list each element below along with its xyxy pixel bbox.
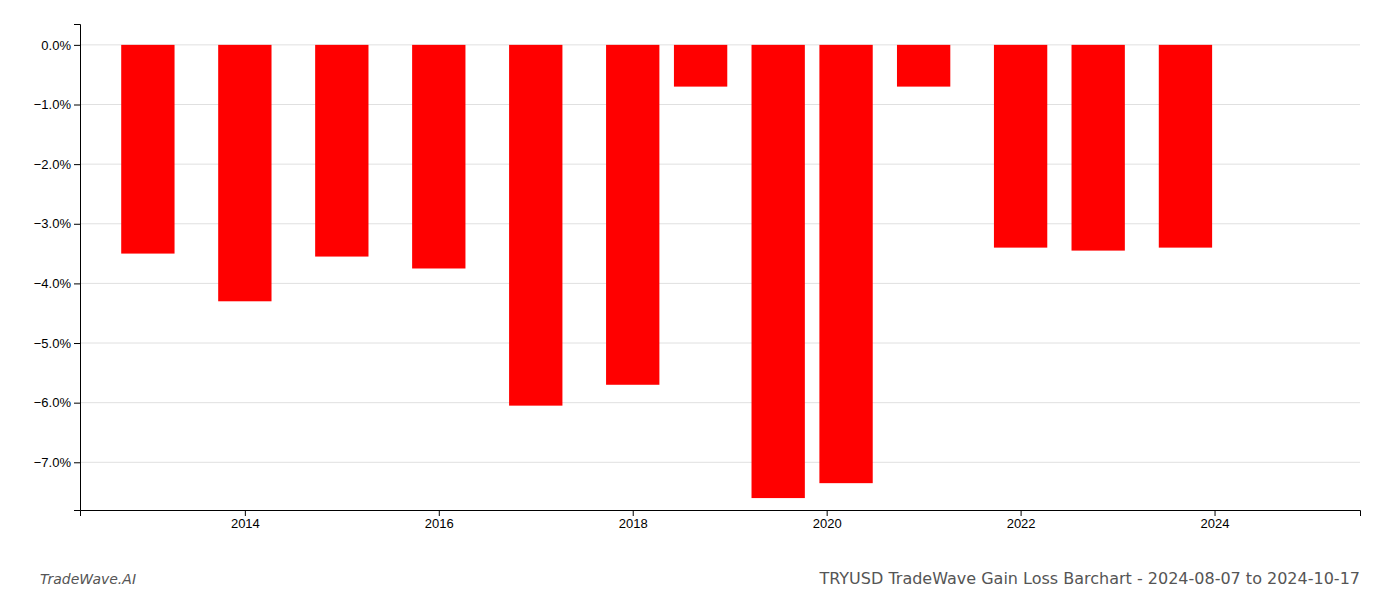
bar — [121, 45, 174, 254]
x-tick-mark — [245, 510, 246, 516]
x-tick-label: 2020 — [813, 516, 842, 531]
watermark: TradeWave.AI — [40, 571, 136, 587]
x-tick-label: 2014 — [231, 516, 260, 531]
y-axis: −7.0% −6.0% −5.0% −4.0% −3.0% −2.0% −1.0% 0.0% — [34, 25, 81, 511]
y-axis-line — [74, 25, 81, 511]
y-tick: −5.0% — [34, 336, 80, 351]
y-tick-label: 0.0% — [41, 38, 71, 53]
y-tick-mark — [74, 164, 80, 165]
grid-line — [80, 462, 1360, 463]
y-tick-label: −6.0% — [34, 395, 72, 410]
bar — [1159, 45, 1212, 248]
y-tick-mark — [74, 45, 80, 46]
x-tick: 2016 — [425, 510, 454, 531]
bar — [1072, 45, 1125, 251]
bar — [606, 45, 659, 385]
y-tick-label: −4.0% — [34, 276, 72, 291]
y-tick: −2.0% — [34, 157, 80, 172]
x-tick-label: 2016 — [425, 516, 454, 531]
x-tick-mark — [1215, 510, 1216, 516]
x-tick: 2022 — [1007, 510, 1036, 531]
y-tick: −1.0% — [34, 97, 80, 112]
grid-line — [80, 283, 1360, 284]
y-tick-mark — [74, 403, 80, 404]
y-tick: −3.0% — [34, 216, 80, 231]
x-tick: 2018 — [619, 510, 648, 531]
x-tick: 2024 — [1201, 510, 1230, 531]
x-tick-label: 2022 — [1007, 516, 1036, 531]
plot: −7.0% −6.0% −5.0% −4.0% −3.0% −2.0% −1.0% 0.0% 2… — [34, 25, 1361, 532]
title: TRYUSD TradeWave Gain Loss Barchart - 20… — [818, 569, 1360, 588]
y-tick-mark — [74, 462, 80, 463]
bar — [897, 45, 950, 87]
y-tick-label: −3.0% — [34, 216, 72, 231]
y-tick: −4.0% — [34, 276, 80, 291]
x-tick: 2014 — [231, 510, 260, 531]
y-tick-mark — [74, 283, 80, 284]
x-axis-line — [81, 511, 1361, 517]
x-tick-mark — [633, 510, 634, 516]
bar — [218, 45, 271, 301]
y-tick-label: −1.0% — [34, 97, 72, 112]
x-tick-label: 2018 — [619, 516, 648, 531]
y-tick-label: −7.0% — [34, 455, 72, 470]
bar — [315, 45, 368, 257]
x-tick-label: 2024 — [1201, 516, 1230, 531]
y-tick-label: −2.0% — [34, 157, 72, 172]
bar — [994, 45, 1047, 248]
bars — [121, 45, 1212, 498]
bar — [674, 45, 727, 87]
bar — [509, 45, 562, 406]
x-axis: 2014 2016 2018 2020 2022 2024 — [81, 510, 1361, 531]
y-tick-label: −5.0% — [34, 336, 72, 351]
bar — [412, 45, 465, 269]
grid-line — [80, 402, 1360, 403]
grid-line — [80, 343, 1360, 344]
y-tick-mark — [74, 105, 80, 106]
x-tick-mark — [1021, 510, 1022, 516]
y-tick: 0.0% — [41, 38, 80, 53]
grid — [80, 45, 1360, 462]
x-tick: 2020 — [813, 510, 842, 531]
y-tick-mark — [74, 343, 80, 344]
bar — [819, 45, 872, 483]
y-tick: −7.0% — [34, 455, 80, 470]
y-tick: −6.0% — [34, 395, 80, 410]
x-tick-mark — [439, 510, 440, 516]
y-tick-mark — [74, 224, 80, 225]
bar — [752, 45, 805, 498]
x-tick-mark — [827, 510, 828, 516]
chart: −7.0% −6.0% −5.0% −4.0% −3.0% −2.0% −1.0% 0.0% 2… — [0, 0, 1400, 600]
